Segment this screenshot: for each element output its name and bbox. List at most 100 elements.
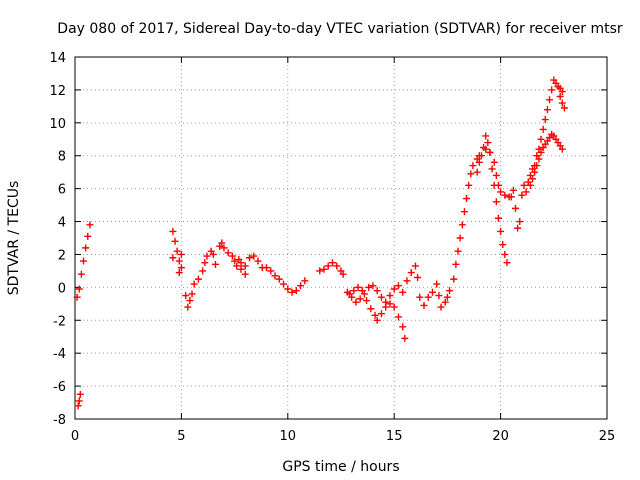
data-point [507, 193, 515, 201]
axis-ticks [74, 56, 608, 420]
data-point [352, 298, 360, 306]
data-point [184, 303, 192, 311]
y-tick-label: 8 [58, 150, 66, 165]
data-point [363, 297, 371, 305]
data-point [558, 145, 566, 153]
data-point [367, 305, 375, 313]
data-point [494, 214, 502, 222]
data-point [73, 293, 81, 301]
data-point [394, 313, 402, 321]
series-segment-11.5-12.6 [316, 259, 347, 278]
data-point [501, 191, 509, 199]
data-point [220, 244, 228, 252]
data-point [365, 283, 373, 291]
data-point [539, 125, 547, 133]
data-point [399, 323, 407, 331]
data-point [333, 262, 341, 270]
series-segment-20.5-23 [507, 76, 566, 232]
data-point [460, 208, 468, 216]
data-point [356, 295, 364, 303]
data-point [373, 287, 381, 295]
data-point [477, 152, 485, 160]
data-point [263, 264, 271, 272]
data-point [473, 168, 481, 176]
data-point [245, 254, 253, 262]
data-point [301, 277, 309, 285]
data-point [469, 162, 477, 170]
data-point [401, 334, 409, 342]
data-point [175, 269, 183, 277]
data-point [429, 288, 437, 296]
data-point [454, 247, 462, 255]
data-point [241, 262, 249, 270]
data-point [463, 195, 471, 203]
data-point [531, 168, 539, 176]
data-point [399, 288, 407, 296]
data-point [511, 204, 519, 212]
data-point [482, 145, 490, 153]
data-point [86, 221, 94, 229]
data-point [211, 260, 219, 268]
data-points [73, 76, 568, 410]
data-point [443, 293, 451, 301]
data-point [494, 181, 502, 189]
x-tick-label: 15 [386, 429, 403, 444]
data-point [350, 287, 358, 295]
data-point [201, 259, 209, 267]
data-point [171, 237, 179, 245]
data-point [548, 86, 556, 94]
data-point [482, 132, 490, 140]
data-point [390, 285, 398, 293]
data-point [520, 181, 528, 189]
series-segment-21.4-23-b [526, 130, 566, 189]
data-point [224, 249, 232, 257]
series-segment-7.7-11 [235, 252, 309, 296]
plot-frame [74, 56, 608, 420]
data-point [492, 198, 500, 206]
data-point [254, 257, 262, 265]
data-point [80, 257, 88, 265]
data-point [475, 158, 483, 166]
y-tick-label: 6 [58, 183, 66, 198]
data-point [450, 275, 458, 283]
x-tick-label: 20 [492, 429, 509, 444]
data-point [452, 260, 460, 268]
data-point [546, 96, 554, 104]
y-tick-label: -4 [53, 347, 66, 362]
data-point [354, 283, 362, 291]
data-point [237, 259, 245, 267]
data-point [267, 267, 275, 275]
x-tick-label: 25 [599, 429, 616, 444]
data-point [560, 104, 568, 112]
data-point [437, 303, 445, 311]
data-point [435, 292, 443, 300]
data-point [82, 244, 90, 252]
data-point [386, 300, 394, 308]
data-point [497, 188, 505, 196]
data-point [233, 262, 241, 270]
data-point [382, 303, 390, 311]
data-point [403, 277, 411, 285]
data-point [371, 311, 379, 319]
x-tick-labels: 0 5 10 15 20 25 [71, 429, 615, 444]
y-tick-label: 14 [49, 51, 66, 66]
x-tick-label: 0 [71, 429, 79, 444]
series-segment-15.8-17.5 [407, 262, 451, 311]
data-point [199, 267, 207, 275]
data-point [228, 252, 236, 260]
data-point [175, 257, 183, 265]
data-point [250, 252, 258, 260]
data-point [420, 301, 428, 309]
data-point [458, 221, 466, 229]
data-point [541, 116, 549, 124]
y-tick-label: 2 [58, 248, 66, 263]
series-segment-18.9-20.5 [473, 145, 513, 201]
data-point [297, 282, 305, 290]
data-point [543, 106, 551, 114]
data-point [518, 191, 526, 199]
data-point [484, 139, 492, 147]
data-point [316, 267, 324, 275]
data-point [522, 188, 530, 196]
data-point [456, 234, 464, 242]
data-point [288, 288, 296, 296]
